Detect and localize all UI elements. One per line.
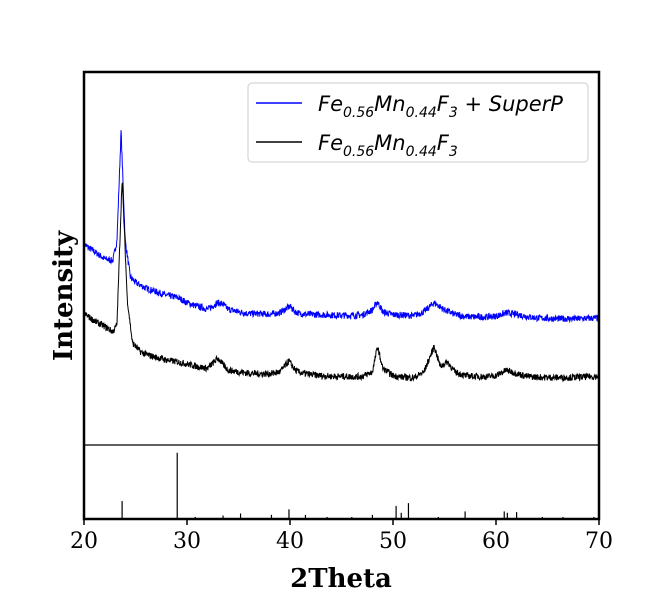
series-line-pristine bbox=[83, 182, 600, 383]
x-tick-label-20: 20 bbox=[70, 529, 98, 554]
x-tick-label-30: 30 bbox=[173, 529, 201, 554]
legend-box bbox=[247, 82, 589, 163]
legend: Fe0.56Mn0.44F3 + SuperP Fe0.56Mn0.44F3 bbox=[247, 82, 589, 163]
x-axis-title: 2Theta bbox=[290, 564, 392, 594]
x-tick-label-50: 50 bbox=[379, 529, 407, 554]
series-line-composite bbox=[83, 130, 600, 324]
legend-label-composite: Fe0.56Mn0.44F3 + SuperP bbox=[318, 92, 563, 121]
reference-pattern bbox=[121, 452, 595, 519]
y-axis-title: Intensity bbox=[49, 230, 79, 361]
x-tick-label-70: 70 bbox=[585, 529, 613, 554]
legend-label-pristine: Fe0.56Mn0.44F3 bbox=[318, 131, 458, 160]
plot-frame bbox=[82, 70, 601, 521]
x-axis-ticks: 20 30 40 50 60 70 bbox=[70, 519, 613, 554]
series-layer bbox=[83, 130, 600, 383]
x-tick-label-40: 40 bbox=[276, 529, 304, 554]
x-tick-label-60: 60 bbox=[482, 529, 510, 554]
